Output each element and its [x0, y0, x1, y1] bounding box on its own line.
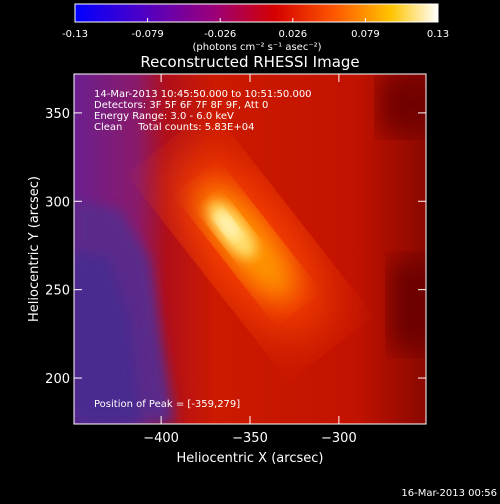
- y-axis-label: Heliocentric Y (arcsec): [27, 176, 42, 322]
- colorbar-tick-label: 0.079: [351, 29, 380, 40]
- annotation-energy: Energy Range: 3.0 - 6.0 keV: [94, 111, 234, 122]
- footer-timestamp: 16-Mar-2013 00:56: [401, 488, 497, 499]
- x-axis-label: Heliocentric X (arcsec): [177, 451, 324, 466]
- colorbar-gradient: [74, 3, 439, 23]
- colorbar-tick-label: 0.026: [278, 29, 307, 40]
- y-tick-label: 200: [45, 372, 70, 387]
- chart-title: Reconstructed RHESSI Image: [140, 53, 359, 71]
- y-tick-label: 300: [45, 195, 70, 210]
- colorbar-tick-label: -0.026: [204, 29, 236, 40]
- annotation-time: 14-Mar-2013 10:45:50.000 to 10:51:50.000: [94, 89, 312, 100]
- colorbar-ticks: -0.13 -0.079 -0.026 0.026 0.079 0.13: [62, 18, 449, 40]
- y-tick-label: 250: [45, 284, 70, 299]
- colorbar-tick-label: -0.13: [62, 29, 88, 40]
- axis-ticks: −400 −350 −300 200 250 300 350: [45, 74, 426, 446]
- heatmap-image: [74, 74, 426, 424]
- annotation-clean: Clean Total counts: 5.83E+04: [94, 122, 254, 133]
- peak-position-label: Position of Peak = [-359,279]: [94, 399, 240, 410]
- annotations: 14-Mar-2013 10:45:50.000 to 10:51:50.000…: [94, 89, 312, 410]
- x-tick-label: −400: [143, 431, 179, 446]
- annotation-detectors: Detectors: 3F 5F 6F 7F 8F 9F, Att 0: [94, 100, 268, 111]
- colorbar-tick-label: -0.079: [131, 29, 163, 40]
- x-tick-label: −350: [232, 431, 268, 446]
- colorbar-unit-label: (photons cm⁻² s⁻¹ asec⁻²): [192, 42, 321, 53]
- y-tick-label: 350: [45, 107, 70, 122]
- x-tick-label: −300: [321, 431, 357, 446]
- colorbar: -0.13 -0.079 -0.026 0.026 0.079 0.13 (photons…: [62, 3, 449, 53]
- colorbar-tick-label: 0.13: [427, 29, 449, 40]
